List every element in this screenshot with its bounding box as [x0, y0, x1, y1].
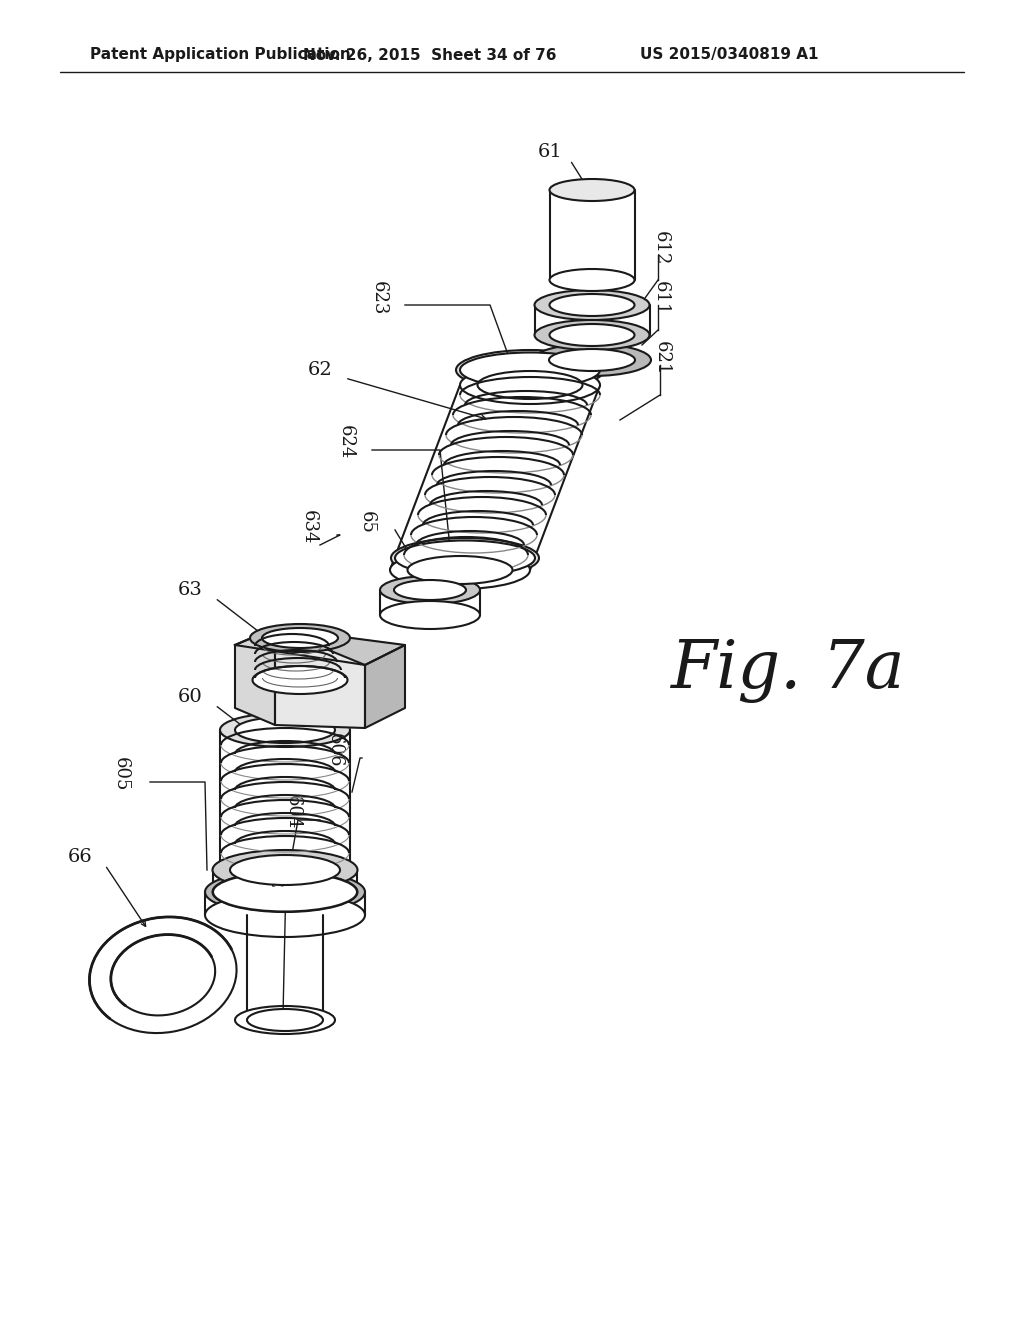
Ellipse shape: [549, 348, 635, 371]
Polygon shape: [275, 628, 365, 729]
Text: 65: 65: [358, 511, 376, 533]
Ellipse shape: [535, 290, 649, 319]
Text: Fig. 7a: Fig. 7a: [670, 638, 904, 702]
Text: Patent Application Publication: Patent Application Publication: [90, 48, 351, 62]
Ellipse shape: [535, 319, 649, 350]
Ellipse shape: [380, 576, 480, 605]
Ellipse shape: [391, 539, 539, 578]
Text: 63: 63: [178, 581, 203, 599]
Text: 611: 611: [652, 281, 670, 315]
Ellipse shape: [253, 667, 347, 694]
Ellipse shape: [456, 350, 604, 389]
Text: 61: 61: [538, 143, 563, 161]
Ellipse shape: [213, 873, 357, 912]
Text: 62: 62: [308, 360, 333, 379]
Ellipse shape: [380, 601, 480, 630]
Ellipse shape: [205, 894, 365, 937]
Text: 60: 60: [178, 688, 203, 706]
Polygon shape: [365, 645, 406, 729]
Text: US 2015/0340819 A1: US 2015/0340819 A1: [640, 48, 818, 62]
Ellipse shape: [550, 294, 635, 315]
Ellipse shape: [460, 366, 600, 404]
Text: 634: 634: [300, 510, 318, 544]
Ellipse shape: [247, 1008, 323, 1031]
Ellipse shape: [262, 628, 338, 648]
Ellipse shape: [550, 180, 635, 201]
Ellipse shape: [213, 850, 357, 890]
Polygon shape: [234, 628, 406, 665]
Text: 612: 612: [652, 231, 670, 265]
Text: 621: 621: [653, 341, 671, 375]
Ellipse shape: [550, 323, 635, 346]
Ellipse shape: [534, 345, 651, 376]
Text: 606: 606: [326, 733, 344, 767]
Ellipse shape: [460, 352, 600, 388]
Ellipse shape: [394, 579, 466, 601]
Ellipse shape: [213, 873, 357, 912]
Text: 602: 602: [266, 855, 284, 890]
Ellipse shape: [220, 713, 350, 747]
Ellipse shape: [234, 717, 335, 743]
Ellipse shape: [408, 556, 512, 583]
Text: 66: 66: [68, 847, 93, 866]
Ellipse shape: [234, 1006, 335, 1034]
Polygon shape: [234, 628, 275, 725]
Ellipse shape: [395, 540, 535, 576]
Ellipse shape: [477, 371, 583, 399]
Ellipse shape: [390, 550, 530, 589]
Ellipse shape: [205, 870, 365, 913]
Text: 605: 605: [112, 756, 130, 791]
Ellipse shape: [230, 855, 340, 884]
Ellipse shape: [111, 935, 215, 1015]
Ellipse shape: [250, 624, 350, 652]
Text: 604: 604: [284, 795, 302, 829]
Ellipse shape: [550, 269, 635, 290]
Text: 623: 623: [370, 281, 388, 315]
Text: 624: 624: [337, 425, 355, 459]
Text: Nov. 26, 2015  Sheet 34 of 76: Nov. 26, 2015 Sheet 34 of 76: [303, 48, 557, 62]
Ellipse shape: [89, 917, 237, 1034]
